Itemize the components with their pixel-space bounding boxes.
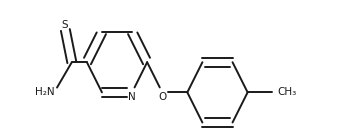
Text: CH₃: CH₃: [278, 87, 297, 97]
Text: N: N: [128, 92, 136, 102]
Text: S: S: [61, 20, 68, 30]
Text: O: O: [158, 92, 166, 102]
Text: H₂N: H₂N: [35, 87, 54, 97]
